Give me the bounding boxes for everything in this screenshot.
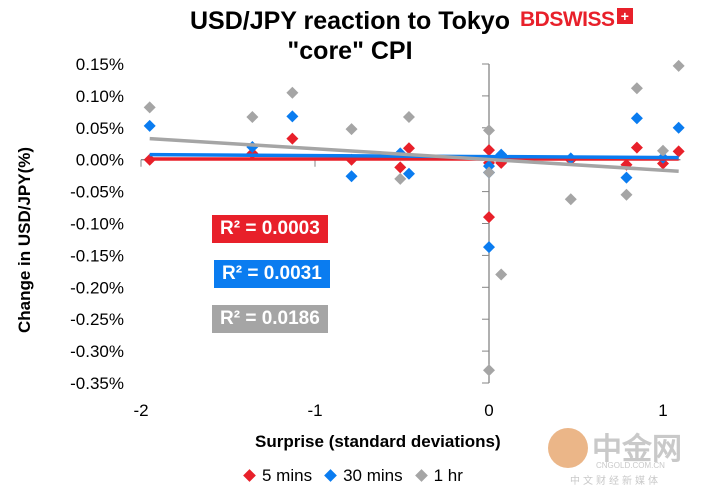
data-point-30mins [483,241,495,254]
bdswiss-logo: BDSWISS + [520,8,633,32]
x-tick-label: -1 [307,401,322,420]
data-point-1hr [345,123,358,136]
chart-title: USD/JPY reaction to Tokyo "core" CPI [190,7,510,65]
y-tick-label: -0.05% [70,183,124,202]
legend-5min: 5 mins [243,466,312,486]
y-tick-label: -0.35% [70,374,124,393]
r2-1hr: R² = 0.0186 [212,305,328,333]
r2-30min: R² = 0.0031 [214,260,330,288]
data-point-5mins [483,144,495,157]
y-tick-label: -0.30% [70,342,124,361]
diamond-icon [243,469,256,482]
data-point-5mins [394,161,407,174]
data-point-1hr [564,193,577,206]
data-point-30mins [402,167,415,180]
legend-30min: 30 mins [324,466,403,486]
y-tick-label: -0.15% [70,246,124,265]
data-point-5mins [286,132,299,145]
x-axis-label: Surprise (standard deviations) [255,432,501,451]
data-point-30mins [345,170,358,183]
data-point-1hr [657,144,669,157]
data-point-1hr [143,101,156,114]
r2-5min: R² = 0.0003 [212,215,328,243]
data-point-1hr [483,166,495,179]
data-point-1hr [402,110,415,123]
y-tick-label: 0.15% [76,55,124,74]
data-point-30mins [630,112,643,125]
data-point-5mins [672,145,685,158]
data-point-1hr [495,268,508,281]
legend: 5 mins 30 mins 1 hr [243,466,463,486]
x-tick-label: 0 [484,401,493,420]
data-point-1hr [394,172,407,185]
data-point-1hr [672,59,685,72]
y-tick-label: 0.00% [76,151,124,170]
data-point-1hr [483,124,495,137]
data-point-30mins [483,160,495,173]
data-point-1hr [246,110,259,123]
data-point-1hr [630,82,643,95]
y-tick-label: -0.20% [70,278,124,297]
x-tick-label: -2 [133,401,148,420]
data-point-5mins [483,211,495,224]
data-point-30mins [143,119,156,132]
data-point-5mins [630,141,643,154]
y-tick-label: -0.10% [70,215,124,234]
data-point-30mins [286,110,299,123]
data-point-5mins [402,142,415,155]
data-point-1hr [620,188,633,201]
data-point-1hr [286,86,299,99]
trendline-1hr [149,136,679,173]
diamond-icon [414,469,428,482]
data-point-30mins [672,121,685,134]
legend-1hr: 1 hr [414,466,463,486]
data-point-30mins [620,171,633,184]
y-axis-label: Change in USD/JPY(%) [15,146,34,334]
y-tick-label: -0.25% [70,310,124,329]
y-tick-label: 0.10% [76,87,124,106]
diamond-icon [324,469,337,482]
x-tick-label: 1 [658,401,667,420]
data-point-1hr [483,364,495,377]
y-tick-label: 0.05% [76,119,124,138]
